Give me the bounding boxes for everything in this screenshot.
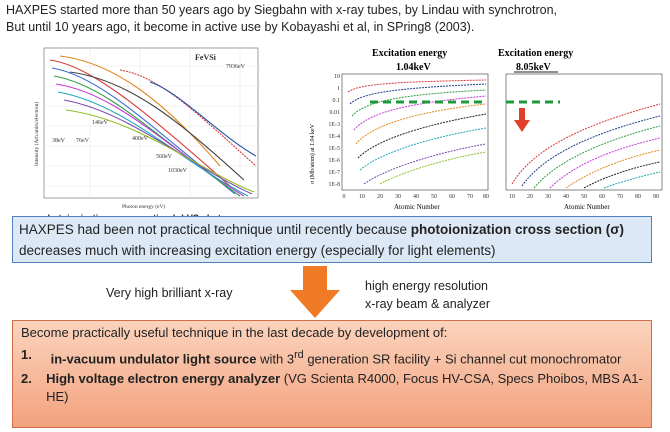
ytick-6: 1E-5 [328,146,340,152]
energy-label-38: 38eV [52,138,66,144]
x1tick-7: 70 [467,194,473,200]
intro-line-2: But until 10 years ago, it become in act… [6,20,475,34]
development-title: Become practically useful technique in t… [21,325,448,340]
x1tick-6: 60 [449,194,455,200]
red-down-arrow-icon [514,108,530,132]
title2-line1: Excitation energy [498,48,573,59]
right-ylabel: σ (Mb/atom) at 1.04 keV [309,123,316,184]
ytick-9: 1E-8 [328,182,340,188]
x1tick-5: 50 [431,194,437,200]
right-xlabel-1: Atomic Number [394,203,440,211]
brilliant-xray-caption: Very high brilliant x-ray [106,286,233,300]
development-box: Become practically useful technique in t… [12,320,652,428]
intro-line-1: HAXPES started more than 50 years ago by… [6,3,557,17]
x2tick-3: 40 [563,194,569,200]
ytick-7: 1E-6 [328,158,340,164]
item-1-sup: rd [294,349,304,361]
resolution-line-1: high energy resolution [365,279,488,293]
ytick-4: 1E-3 [328,122,340,128]
item-2-number: 2. [21,371,32,387]
item-1-text-a: with 3 [256,351,295,367]
x2tick-1: 20 [527,194,533,200]
ytick-0: 10 [334,74,340,80]
x2tick-4: 50 [581,194,587,200]
right-xlabel-2: Atomic Number [564,203,610,211]
energy-label-400: 400eV [132,136,149,142]
item-1-text-b: generation SR facility + Si channel cut … [303,351,622,367]
x1tick-2: 20 [377,194,383,200]
x2tick-8: 90 [653,194,659,200]
x2tick-6: 70 [617,194,623,200]
material-label: FeVSi [195,53,217,62]
resolution-line-2: x-ray beam & analyzer [365,297,491,311]
item-1-bold: in-vacuum undulator light source [50,351,257,367]
x1tick-3: 30 [395,194,401,200]
box1-bold: photoionization cross section (σ) [410,222,624,237]
ytick-3: 0.01 [330,110,341,116]
x2tick-0: 10 [509,194,515,200]
x1tick-1: 10 [359,194,365,200]
x1tick-4: 40 [413,194,419,200]
item-1-number: 1. [21,347,32,362]
item-2-bold: High voltage electron energy analyzer [46,371,281,387]
item-2-text: (VG Scienta R4000, Focus HV-CSA, Specs P… [46,371,643,405]
left-ylabel: Intensity (Arb.units/electron) [33,102,40,166]
intro-text: HAXPES started more than 50 years ago by… [6,2,666,36]
title2-line2: 8.05keV [516,62,552,73]
box1-text-b: decreases much with increasing excitatio… [19,243,496,258]
x1tick-8: 80 [483,194,489,200]
development-item-2: 2. High voltage electron energy analyzer… [21,370,643,406]
cross-section-vs-photon-energy-figure: FeVSi 7936eV 146eV 38eV 76eV 400eV 560eV… [33,47,259,210]
energy-label-146: 146eV [92,120,109,126]
resolution-caption: high energy resolution x-ray beam & anal… [365,277,490,313]
energy-label-76: 76eV [76,138,90,144]
cross-section-vs-atomic-number-figure: Excitation energy 1.04keV Excitation ene… [309,48,663,211]
ytick-1: 1 [337,86,340,92]
title1-line1: Excitation energy [372,48,447,59]
title1-line2: 1.04keV [396,62,432,73]
development-item-1: 1. in-vacuum undulator light source with… [21,346,643,368]
energy-label-1030: 1030eV [168,168,188,174]
x2tick-5: 60 [599,194,605,200]
ytick-5: 1E-4 [328,134,340,140]
x2tick-7: 80 [635,194,641,200]
left-xlabel: Photon energy (eV) [122,203,165,210]
x1tick-0: 0 [343,194,346,200]
box1-text-a: HAXPES had been not practical technique … [19,222,411,237]
ytick-8: 1E-7 [328,170,340,176]
limitation-statement-box: HAXPES had been not practical technique … [12,216,652,263]
x2tick-2: 30 [545,194,551,200]
energy-label-560: 560eV [156,154,173,160]
down-arrow-icon [290,266,340,318]
energy-label-7936: 7936eV [226,64,246,70]
ytick-2: 0.1 [333,98,341,104]
